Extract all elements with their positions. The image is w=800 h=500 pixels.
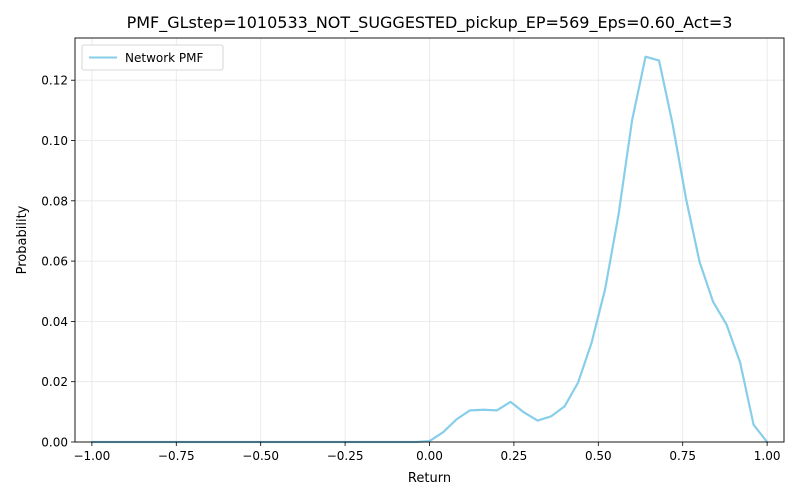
- y-tick-label: 0.00: [41, 436, 68, 450]
- y-tick-label: 0.06: [41, 255, 68, 269]
- x-axis-ticks: −1.00 −0.75 −0.50 −0.25 0.00 0.25 0.50 0.75 1.00: [73, 442, 780, 463]
- x-tick-label: −0.75: [158, 449, 195, 463]
- y-tick-label: 0.10: [41, 134, 68, 148]
- chart-title: PMF_GLstep=1010533_NOT_SUGGESTED_pickup_…: [127, 13, 733, 33]
- y-tick-label: 0.12: [41, 74, 68, 88]
- x-tick-label: 0.75: [669, 449, 696, 463]
- x-tick-label: 1.00: [754, 449, 781, 463]
- x-axis-label: Return: [408, 471, 451, 486]
- legend-label: Network PMF: [125, 51, 204, 65]
- y-tick-label: 0.08: [41, 194, 68, 208]
- legend-box: [81, 44, 224, 71]
- y-axis-label: Probability: [15, 205, 30, 274]
- x-tick-label: 0.50: [585, 449, 612, 463]
- x-tick-label: −1.00: [73, 449, 110, 463]
- y-axis-ticks: 0.00 0.02 0.04 0.06 0.08 0.10 0.12: [41, 74, 75, 450]
- legend: Network PMF: [81, 44, 224, 71]
- x-tick-label: 0.00: [416, 449, 443, 463]
- x-tick-label: −0.25: [327, 449, 364, 463]
- x-tick-label: −0.50: [242, 449, 279, 463]
- y-tick-label: 0.02: [41, 375, 68, 389]
- x-tick-label: 0.25: [501, 449, 528, 463]
- y-tick-label: 0.04: [41, 315, 68, 329]
